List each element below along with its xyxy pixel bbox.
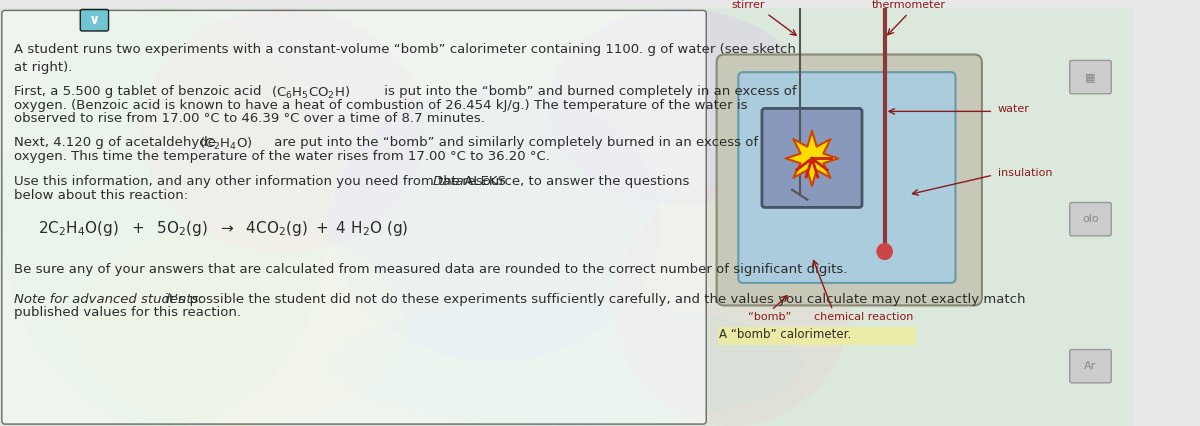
Text: Use this information, and any other information you need from the ALEKS: Use this information, and any other info… bbox=[14, 175, 510, 188]
FancyBboxPatch shape bbox=[716, 55, 982, 305]
Text: are put into the “bomb” and similarly completely burned in an excess of: are put into the “bomb” and similarly co… bbox=[270, 136, 758, 149]
Text: stirrer: stirrer bbox=[731, 0, 764, 10]
Text: ▦: ▦ bbox=[1085, 72, 1096, 82]
Text: olo: olo bbox=[1082, 214, 1099, 224]
Text: thermometer: thermometer bbox=[871, 0, 946, 10]
Text: Ar: Ar bbox=[1085, 361, 1097, 371]
FancyBboxPatch shape bbox=[1069, 60, 1111, 94]
Circle shape bbox=[877, 244, 893, 259]
Polygon shape bbox=[786, 131, 839, 186]
Text: resource, to answer the questions: resource, to answer the questions bbox=[458, 175, 689, 188]
Text: chemical reaction: chemical reaction bbox=[814, 312, 913, 322]
Text: insulation: insulation bbox=[998, 168, 1052, 178]
Text: $\mathregular{2C_2H_4O(g)\ \ +\ \ 5O_2(g)\ \ \rightarrow\ \ 4CO_2(g)\ +\ 4\ H_2O: $\mathregular{2C_2H_4O(g)\ \ +\ \ 5O_2(g… bbox=[37, 219, 408, 238]
Ellipse shape bbox=[76, 224, 406, 426]
Text: oxygen. (Benzoic acid is known to have a heat of combustion of 26.454 kJ/g.) The: oxygen. (Benzoic acid is known to have a… bbox=[14, 99, 748, 112]
Ellipse shape bbox=[547, 9, 812, 204]
Ellipse shape bbox=[142, 9, 425, 253]
FancyBboxPatch shape bbox=[738, 72, 955, 283]
Text: below about this reaction:: below about this reaction: bbox=[14, 189, 188, 202]
FancyBboxPatch shape bbox=[2, 10, 707, 424]
Text: Next, 4.120 g of acetaldehyde: Next, 4.120 g of acetaldehyde bbox=[14, 136, 221, 149]
Text: water: water bbox=[998, 104, 1030, 115]
FancyBboxPatch shape bbox=[80, 9, 108, 31]
Text: it’s possible the student did not do these experiments sufficiently carefully, a: it’s possible the student did not do the… bbox=[162, 293, 1026, 306]
Text: Data: Data bbox=[432, 175, 464, 188]
FancyBboxPatch shape bbox=[1069, 202, 1111, 236]
Text: A “bomb” calorimeter.: A “bomb” calorimeter. bbox=[720, 328, 852, 341]
Text: ∨: ∨ bbox=[89, 13, 100, 27]
Text: Note for advanced students:: Note for advanced students: bbox=[14, 293, 203, 306]
FancyBboxPatch shape bbox=[762, 109, 862, 207]
Ellipse shape bbox=[613, 185, 850, 426]
Text: $\mathregular{(C_6H_5CO_2H)}$: $\mathregular{(C_6H_5CO_2H)}$ bbox=[271, 85, 350, 101]
Text: Be sure any of your answers that are calculated from measured data are rounded t: Be sure any of your answers that are cal… bbox=[14, 263, 847, 276]
Text: is put into the “bomb” and burned completely in an excess of: is put into the “bomb” and burned comple… bbox=[379, 85, 796, 98]
Text: “bomb”: “bomb” bbox=[748, 312, 791, 322]
Text: First, a 5.500 g tablet of benzoic acid: First, a 5.500 g tablet of benzoic acid bbox=[14, 85, 266, 98]
FancyBboxPatch shape bbox=[1069, 350, 1111, 383]
Text: observed to rise from 17.00 °C to 46.39 °C over a time of 8.7 minutes.: observed to rise from 17.00 °C to 46.39 … bbox=[14, 112, 485, 125]
Text: published values for this reaction.: published values for this reaction. bbox=[14, 306, 241, 320]
Ellipse shape bbox=[330, 302, 803, 426]
Ellipse shape bbox=[330, 87, 661, 361]
Text: $\mathregular{(C_2H_4O)}$: $\mathregular{(C_2H_4O)}$ bbox=[199, 136, 253, 152]
Ellipse shape bbox=[0, 9, 330, 426]
Text: A student runs two experiments with a constant-volume “bomb” calorimeter contain: A student runs two experiments with a co… bbox=[14, 43, 796, 74]
Text: oxygen. Thıs time the temperature of the water rises from 17.00 °C to 36.20 °C.: oxygen. Thıs time the temperature of the… bbox=[14, 150, 550, 163]
Bar bbox=[718, 327, 916, 345]
